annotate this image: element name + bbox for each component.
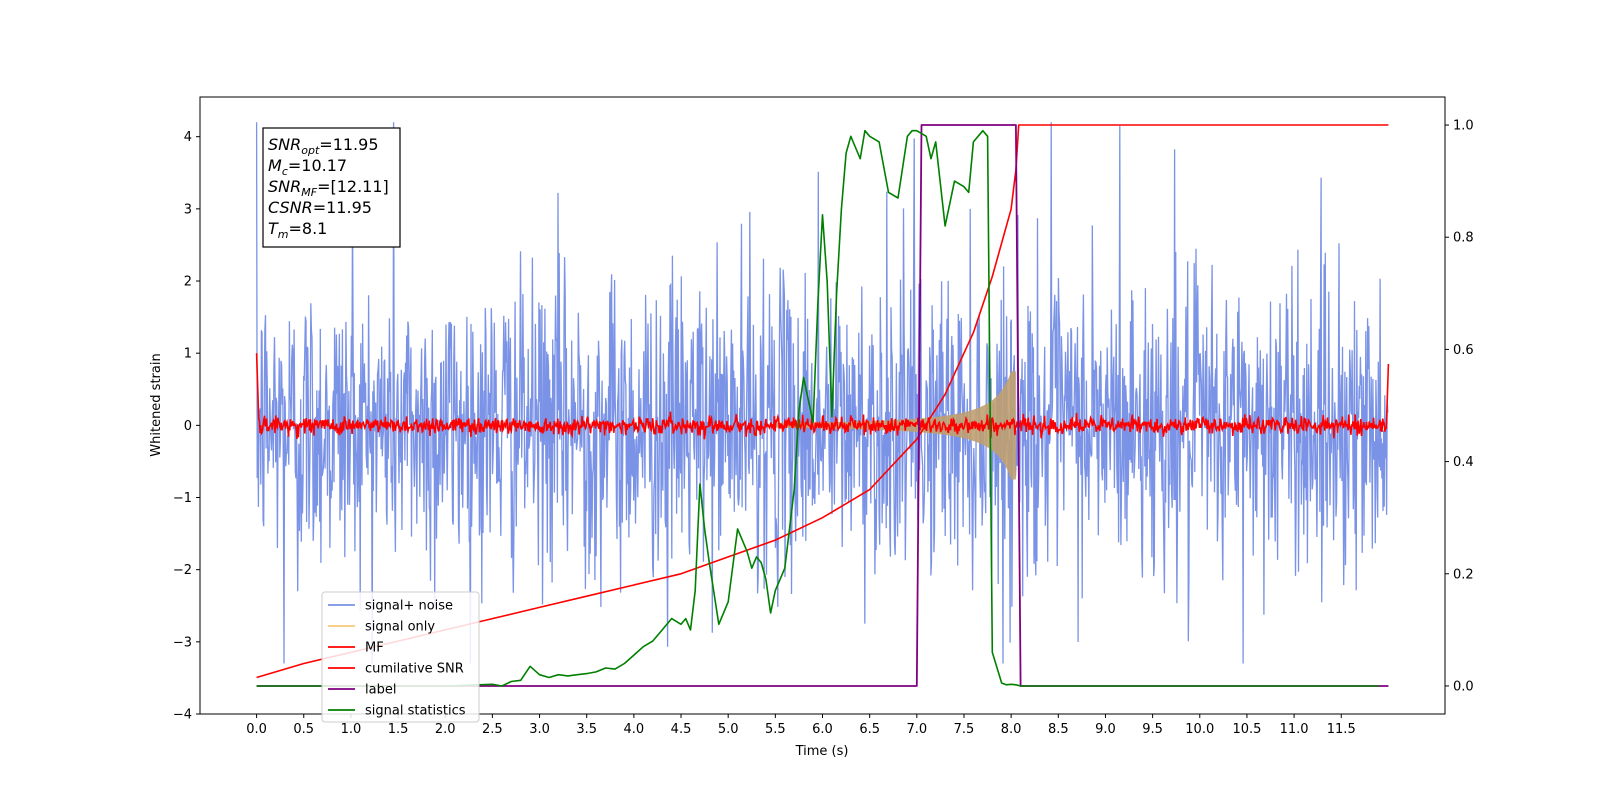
y-tick-label: 0 xyxy=(184,419,192,434)
x-tick-label: 3.0 xyxy=(529,722,550,737)
series-mf xyxy=(255,353,1390,440)
x-tick-label: 5.0 xyxy=(718,722,739,737)
x-tick-label: 0.5 xyxy=(293,722,314,737)
x-tick-label: 6.0 xyxy=(812,722,833,737)
y-tick-label: −4 xyxy=(173,708,192,723)
x-tick-label: 1.0 xyxy=(341,722,362,737)
x-tick-label: 8.5 xyxy=(1048,722,1069,737)
y-tick-label: 2 xyxy=(184,275,192,290)
x-tick-label: 9.0 xyxy=(1095,722,1116,737)
annotation-subscript: opt xyxy=(301,144,320,157)
y-axis-left: −4 −3 −2 −1 0 1 2 3 4 xyxy=(173,130,200,723)
x-tick-label: 1.5 xyxy=(388,722,409,737)
x-tick-label: 3.5 xyxy=(576,722,597,737)
y-tick-label: −2 xyxy=(173,563,192,578)
x-tick-label: 2.5 xyxy=(482,722,503,737)
annotation-symbol: M xyxy=(268,156,282,175)
annotation-line: Tm=8.1 xyxy=(268,219,327,241)
annotation-value: =11.95 xyxy=(319,135,378,154)
x-axis-title: Time (s) xyxy=(795,744,849,759)
y-tick-label: −3 xyxy=(173,635,192,650)
x-tick-label: 5.5 xyxy=(765,722,786,737)
legend-frame xyxy=(321,591,480,723)
x-tick-label: 0.0 xyxy=(246,722,267,737)
x-tick-label: 11.0 xyxy=(1280,722,1309,737)
annotation-subscript: m xyxy=(278,228,289,241)
x-tick-label: 7.0 xyxy=(906,722,927,737)
y-tick-label: 3 xyxy=(184,202,192,217)
y-axis-title: Whitened strain xyxy=(149,353,164,456)
legend: signal+ noise signal only MF cumilative SNR… xyxy=(321,591,480,723)
legend-entry: signal+ noise xyxy=(365,599,453,614)
annotation-line: SNRopt=11.95 xyxy=(268,135,379,157)
y-axis-right: 0.0 0.2 0.4 0.6 0.8 1.0 xyxy=(1445,119,1474,694)
y-right-tick-label: 0.4 xyxy=(1453,455,1474,470)
annotation-line: CSNR=11.95 xyxy=(268,198,372,217)
y-tick-label: 4 xyxy=(184,130,192,145)
annotation-symbol: SNR xyxy=(268,135,301,154)
x-tick-label: 7.5 xyxy=(954,722,975,737)
annotation-subscript: MF xyxy=(301,186,317,199)
annotation-line: SNRMF=[12.11] xyxy=(268,177,389,199)
annotation-value: =10.17 xyxy=(288,156,347,175)
x-tick-label: 6.5 xyxy=(859,722,880,737)
annotation-value: =[12.11] xyxy=(317,177,389,196)
annotation-box: SNRopt=11.95Mc=10.17SNRMF=[12.11]CSNR=11… xyxy=(262,127,401,248)
annotation-symbol: SNR xyxy=(268,177,301,196)
legend-entry: cumilative SNR xyxy=(365,662,464,677)
legend-entry: MF xyxy=(365,641,384,656)
x-tick-label: 10.0 xyxy=(1185,722,1214,737)
annotation-symbol: T xyxy=(268,219,279,238)
annotation-symbol: CSNR xyxy=(268,198,313,217)
y-right-tick-label: 1.0 xyxy=(1453,119,1474,134)
legend-entry: label xyxy=(365,683,396,698)
x-tick-label: 2.0 xyxy=(435,722,456,737)
annotation-frame xyxy=(262,127,401,248)
y-right-tick-label: 0.8 xyxy=(1453,231,1474,246)
x-tick-label: 8.0 xyxy=(1001,722,1022,737)
y-right-tick-label: 0.6 xyxy=(1453,343,1474,358)
y-tick-label: 1 xyxy=(184,347,192,362)
x-tick-label: 10.5 xyxy=(1232,722,1261,737)
x-tick-label: 11.5 xyxy=(1327,722,1356,737)
x-tick-label: 4.0 xyxy=(624,722,645,737)
annotation-value: =11.95 xyxy=(313,198,372,217)
y-right-tick-label: 0.2 xyxy=(1453,567,1474,582)
x-axis: 0.0 0.5 1.0 1.5 2.0 2.5 3.0 3.5 4.0 4.5 5.0 5.5 6.0 6… xyxy=(246,714,1356,737)
x-tick-label: 9.5 xyxy=(1142,722,1163,737)
annotation-line: Mc=10.17 xyxy=(268,156,347,178)
series-signal-statistics xyxy=(256,129,1379,687)
x-tick-label: 4.5 xyxy=(671,722,692,737)
y-tick-label: −1 xyxy=(173,491,192,506)
y-right-tick-label: 0.0 xyxy=(1453,679,1474,694)
legend-entry: signal only xyxy=(365,620,435,635)
series-signal-noise xyxy=(255,122,1389,664)
annotation-value: =8.1 xyxy=(289,219,328,238)
legend-entry: signal statistics xyxy=(365,704,466,719)
annotation-subscript: c xyxy=(282,165,288,178)
